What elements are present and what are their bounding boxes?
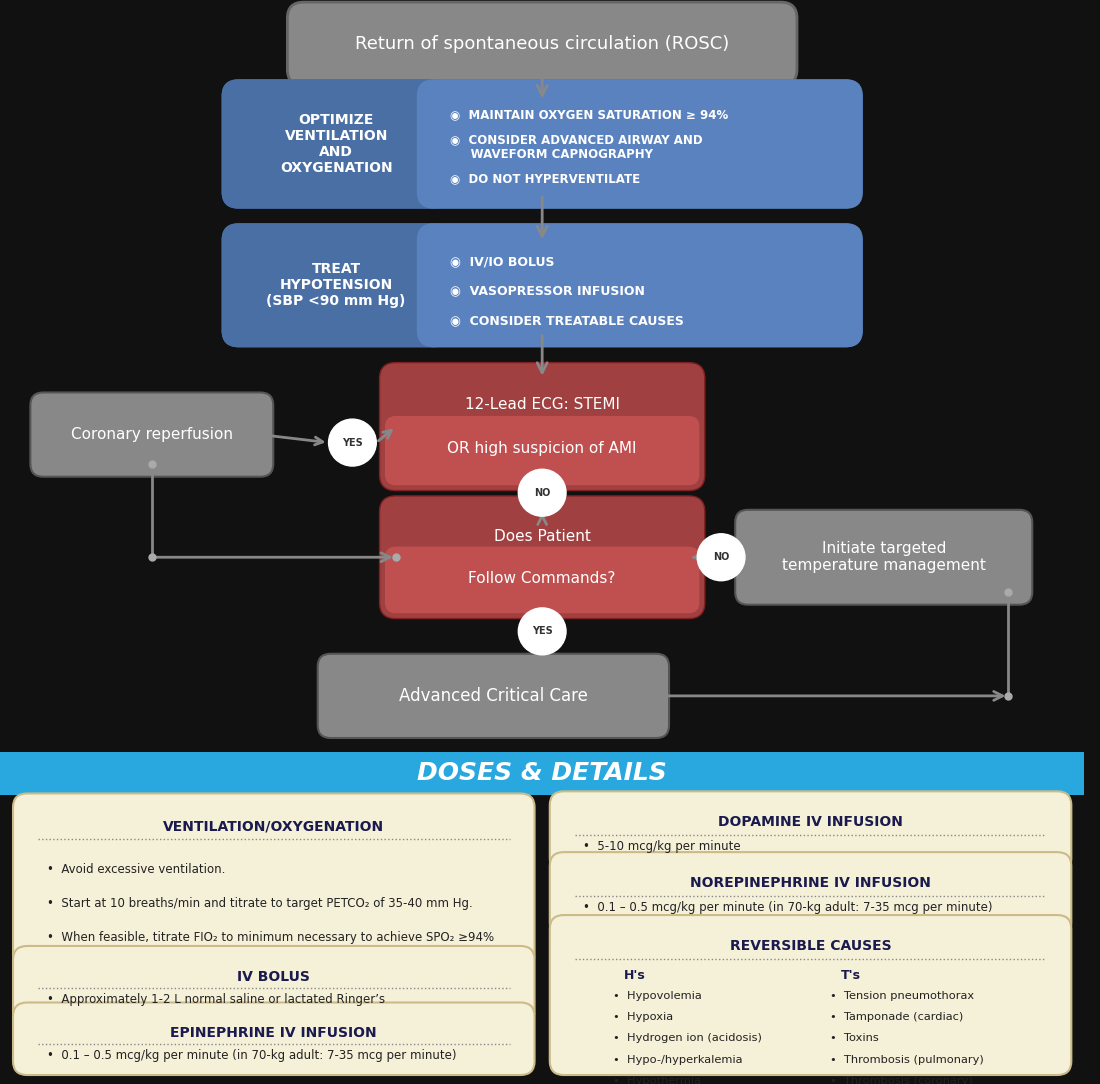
FancyBboxPatch shape xyxy=(318,654,669,738)
FancyBboxPatch shape xyxy=(385,416,700,486)
FancyBboxPatch shape xyxy=(550,791,1071,873)
Text: Initiate targeted
temperature management: Initiate targeted temperature management xyxy=(782,541,986,573)
Text: •  Toxins: • Toxins xyxy=(829,1033,878,1044)
Circle shape xyxy=(518,469,567,516)
Text: •  Tamponade (cardiac): • Tamponade (cardiac) xyxy=(829,1012,962,1022)
Text: Follow Commands?: Follow Commands? xyxy=(469,570,616,585)
FancyBboxPatch shape xyxy=(379,495,705,619)
Text: •  5-10 mcg/kg per minute: • 5-10 mcg/kg per minute xyxy=(583,840,741,853)
Text: •  Hypovolemia: • Hypovolemia xyxy=(613,991,702,1001)
Text: •  Start at 10 breaths/min and titrate to target PETCO₂ of 35-40 mm Hg.: • Start at 10 breaths/min and titrate to… xyxy=(46,896,472,909)
Text: YES: YES xyxy=(531,627,552,636)
Circle shape xyxy=(697,533,745,581)
Text: •  When feasible, titrate FIO₂ to minimum necessary to achieve SPO₂ ≥94%: • When feasible, titrate FIO₂ to minimum… xyxy=(46,931,494,944)
Text: •  Hypothermia: • Hypothermia xyxy=(613,1076,701,1084)
FancyBboxPatch shape xyxy=(13,946,535,1024)
Text: NO: NO xyxy=(713,552,729,563)
Text: •  Hydrogen ion (acidosis): • Hydrogen ion (acidosis) xyxy=(613,1033,761,1044)
Text: ◉  MAINTAIN OXYGEN SATURATION ≥ 94%: ◉ MAINTAIN OXYGEN SATURATION ≥ 94% xyxy=(450,108,728,121)
Text: •  Avoid excessive ventilation.: • Avoid excessive ventilation. xyxy=(46,863,226,876)
Text: Return of spontaneous circulation (ROSC): Return of spontaneous circulation (ROSC) xyxy=(355,35,729,53)
Bar xyxy=(0,752,1085,795)
Text: H's: H's xyxy=(624,969,646,982)
Text: •  Approximately 1-2 L normal saline or lactated Ringer’s: • Approximately 1-2 L normal saline or l… xyxy=(46,993,385,1006)
FancyBboxPatch shape xyxy=(418,80,862,208)
FancyBboxPatch shape xyxy=(222,80,450,208)
Text: Advanced Critical Care: Advanced Critical Care xyxy=(399,687,587,705)
Text: DOPAMINE IV INFUSION: DOPAMINE IV INFUSION xyxy=(718,815,903,829)
Text: •  Tension pneumothorax: • Tension pneumothorax xyxy=(829,991,974,1001)
FancyBboxPatch shape xyxy=(550,852,1071,937)
Text: T's: T's xyxy=(842,969,861,982)
FancyBboxPatch shape xyxy=(13,1003,535,1075)
Text: EPINEPHRINE IV INFUSION: EPINEPHRINE IV INFUSION xyxy=(170,1027,377,1041)
Text: •  0.1 – 0.5 mcg/kg per minute (in 70-kg adult: 7-35 mcg per minute): • 0.1 – 0.5 mcg/kg per minute (in 70-kg … xyxy=(46,1049,456,1062)
Text: NO: NO xyxy=(534,488,550,498)
Text: ◉  CONSIDER TREATABLE CAUSES: ◉ CONSIDER TREATABLE CAUSES xyxy=(450,314,684,327)
FancyBboxPatch shape xyxy=(13,793,535,968)
Text: OR high suspicion of AMI: OR high suspicion of AMI xyxy=(448,441,637,456)
Text: YES: YES xyxy=(342,438,363,448)
FancyBboxPatch shape xyxy=(379,363,705,491)
FancyBboxPatch shape xyxy=(222,80,862,208)
Text: •  0.1 – 0.5 mcg/kg per minute (in 70-kg adult: 7-35 mcg per minute): • 0.1 – 0.5 mcg/kg per minute (in 70-kg … xyxy=(583,901,993,914)
FancyBboxPatch shape xyxy=(735,509,1032,605)
Text: •  Hypo-/hyperkalemia: • Hypo-/hyperkalemia xyxy=(613,1055,742,1064)
Text: OPTIMIZE
VENTILATION
AND
OXYGENATION: OPTIMIZE VENTILATION AND OXYGENATION xyxy=(279,113,393,176)
Text: REVERSIBLE CAUSES: REVERSIBLE CAUSES xyxy=(729,939,891,953)
FancyBboxPatch shape xyxy=(385,546,700,614)
Text: TREAT
HYPOTENSION
(SBP <90 mm Hg): TREAT HYPOTENSION (SBP <90 mm Hg) xyxy=(266,262,406,309)
Text: VENTILATION/OXYGENATION: VENTILATION/OXYGENATION xyxy=(163,820,384,834)
Text: •  Thrombosis (pulmonary): • Thrombosis (pulmonary) xyxy=(829,1055,983,1064)
Text: Does Patient: Does Patient xyxy=(494,529,591,544)
Text: ◉  VASOPRESSOR INFUSION: ◉ VASOPRESSOR INFUSION xyxy=(450,285,645,298)
FancyBboxPatch shape xyxy=(31,392,273,477)
FancyBboxPatch shape xyxy=(418,224,862,347)
Text: IV BOLUS: IV BOLUS xyxy=(238,970,310,984)
Text: •  Thrombosis (coronary): • Thrombosis (coronary) xyxy=(829,1076,972,1084)
FancyBboxPatch shape xyxy=(550,915,1071,1075)
Text: Coronary reperfusion: Coronary reperfusion xyxy=(70,427,233,442)
Text: ◉  DO NOT HYPERVENTILATE: ◉ DO NOT HYPERVENTILATE xyxy=(450,172,640,185)
Text: DOSES & DETAILS: DOSES & DETAILS xyxy=(417,761,667,785)
Circle shape xyxy=(329,420,376,466)
Text: ◉  IV/IO BOLUS: ◉ IV/IO BOLUS xyxy=(450,255,554,268)
Text: ◉  CONSIDER ADVANCED AIRWAY AND
     WAVEFORM CAPNOGRAPHY: ◉ CONSIDER ADVANCED AIRWAY AND WAVEFORM … xyxy=(450,133,703,162)
Circle shape xyxy=(518,608,567,655)
FancyBboxPatch shape xyxy=(222,224,862,347)
Text: •  Hypoxia: • Hypoxia xyxy=(613,1012,673,1022)
FancyBboxPatch shape xyxy=(287,2,798,86)
FancyBboxPatch shape xyxy=(222,224,450,347)
Text: NOREPINEPHRINE IV INFUSION: NOREPINEPHRINE IV INFUSION xyxy=(690,876,931,890)
Text: 12-Lead ECG: STEMI: 12-Lead ECG: STEMI xyxy=(464,397,619,412)
